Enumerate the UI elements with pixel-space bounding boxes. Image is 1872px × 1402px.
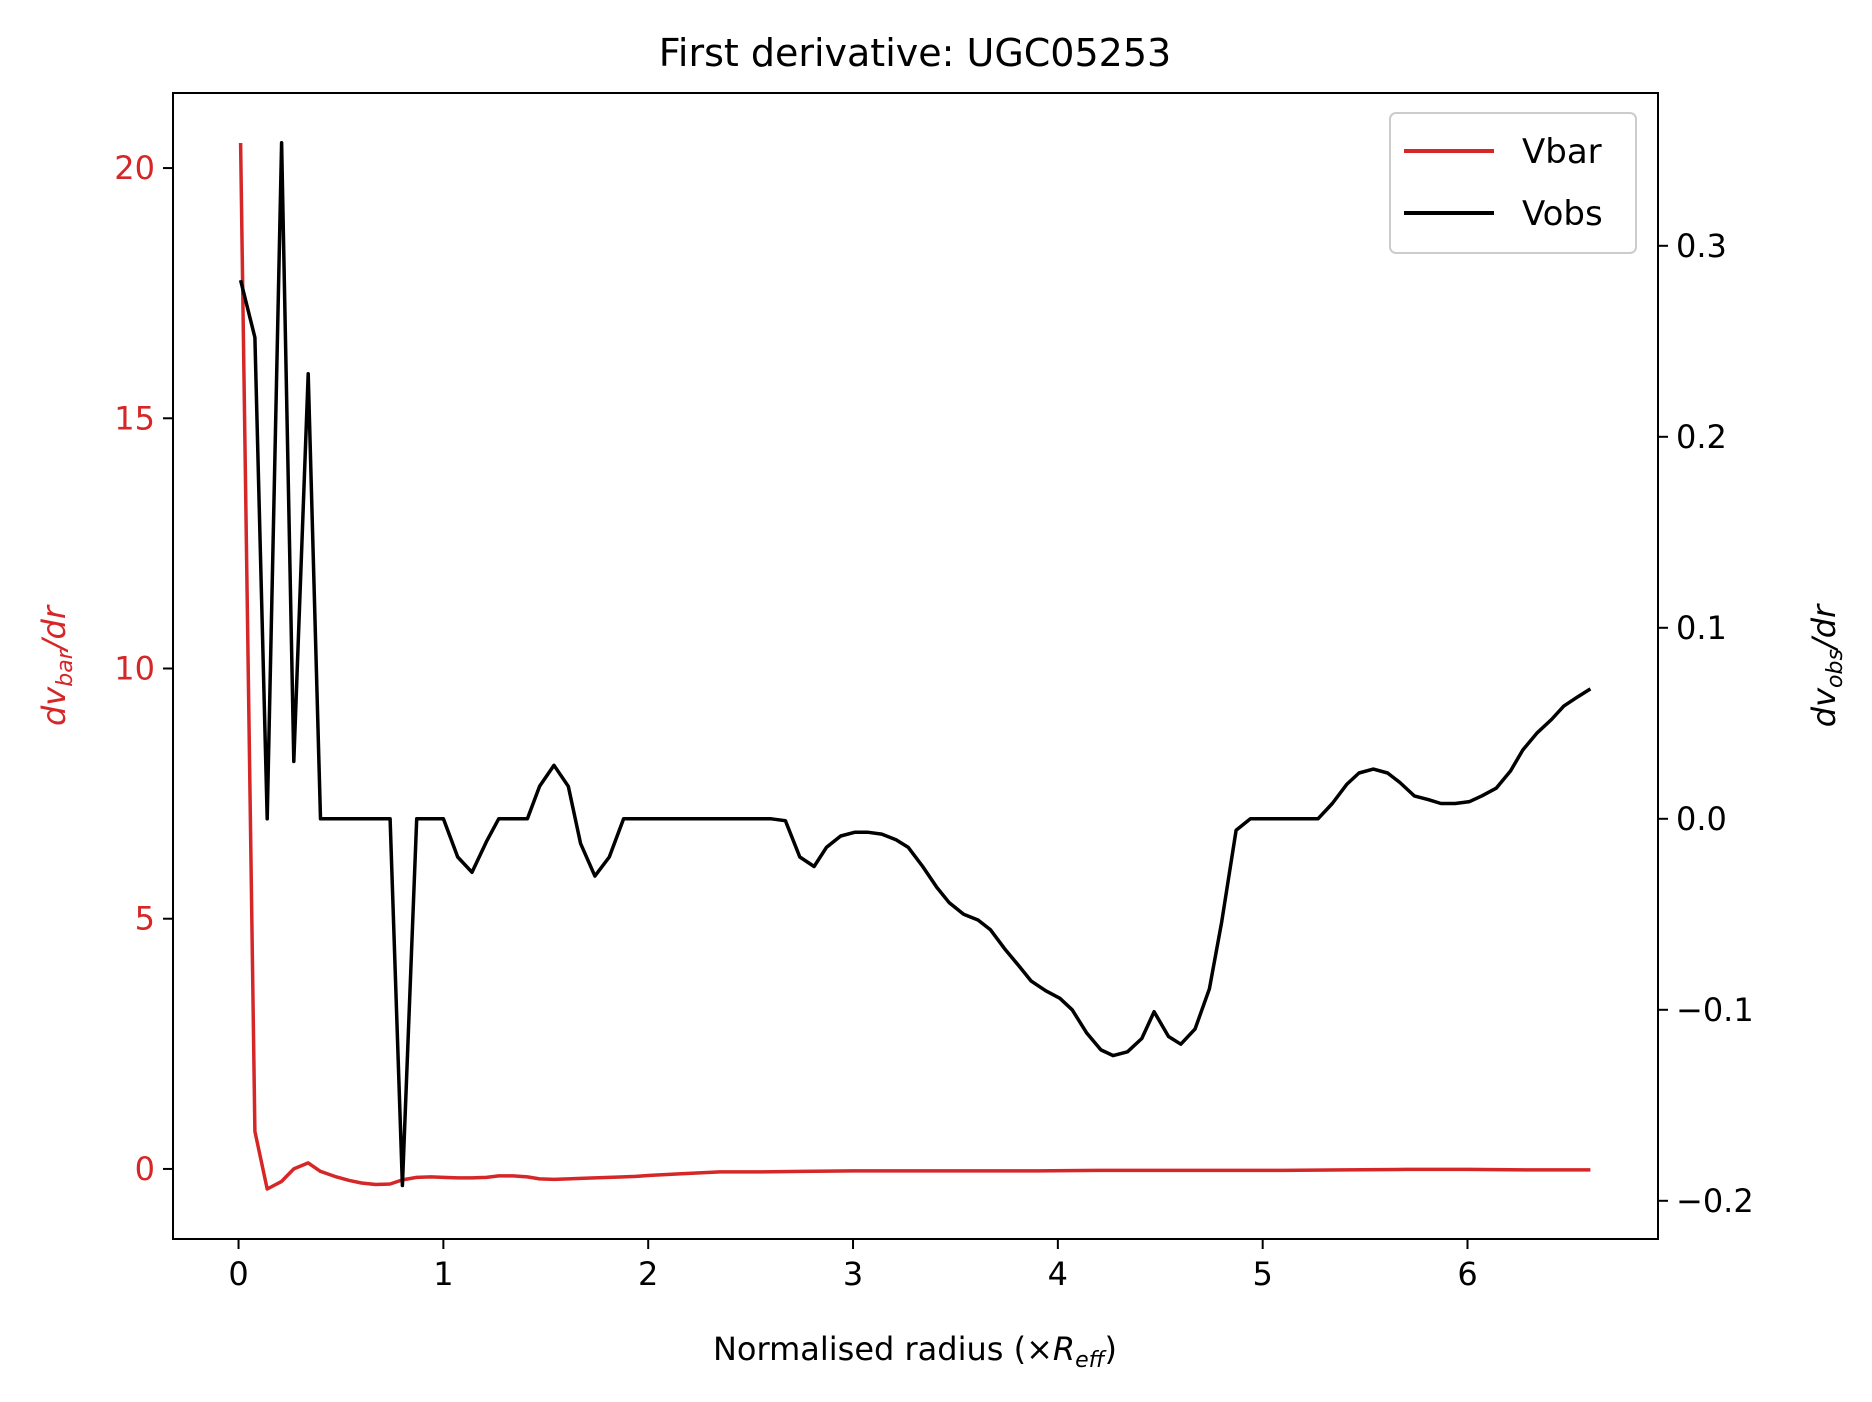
right-y-tick-label: 0.1 <box>1676 609 1727 647</box>
left-y-axis: 0 5 10 15 20 <box>114 149 173 1188</box>
left-y-tick-label: 20 <box>114 149 155 187</box>
left-y-tick-label: 0 <box>135 1150 155 1188</box>
right-y-tick-label: −0.1 <box>1676 991 1754 1029</box>
legend-box <box>1389 112 1637 254</box>
right-y-tick-label: 0.0 <box>1676 800 1727 838</box>
x-tick-label: 0 <box>228 1255 248 1293</box>
x-tick-label: 5 <box>1253 1255 1273 1293</box>
x-tick-label: 3 <box>843 1255 863 1293</box>
x-tick-label: 1 <box>433 1255 453 1293</box>
legend-label-vobs: Vobs <box>1522 194 1603 234</box>
plot-frame <box>172 92 1659 1240</box>
right-y-tick-label: −0.2 <box>1676 1182 1754 1220</box>
legend-label-vbar: Vbar <box>1522 132 1602 172</box>
right-y-axis: −0.2 −0.1 0.0 0.1 0.2 0.3 <box>1658 227 1754 1220</box>
x-tick-label: 4 <box>1048 1255 1068 1293</box>
series-line-vbar <box>238 142 1591 1191</box>
right-y-tick-label: 0.2 <box>1676 418 1727 456</box>
series-layer <box>238 140 1592 1191</box>
legend: Vbar Vobs <box>1389 112 1637 254</box>
x-tick-label: 6 <box>1457 1255 1477 1293</box>
x-tick-label: 2 <box>638 1255 658 1293</box>
left-y-tick-label: 5 <box>135 900 155 938</box>
series-line-vobs <box>238 140 1592 1188</box>
right-y-tick-label: 0.3 <box>1676 227 1727 265</box>
x-axis-label: Normalised radius (×Reff) <box>713 1330 1117 1373</box>
right-y-axis-label: dvobs/dr <box>1805 603 1848 727</box>
chart-title: First derivative: UGC05253 <box>659 31 1171 75</box>
x-axis: 0 1 2 3 4 5 6 <box>228 1239 1478 1293</box>
left-y-tick-label: 10 <box>114 650 155 688</box>
left-y-axis-label: dvbar/dr <box>35 604 78 726</box>
left-y-tick-label: 15 <box>114 399 155 437</box>
